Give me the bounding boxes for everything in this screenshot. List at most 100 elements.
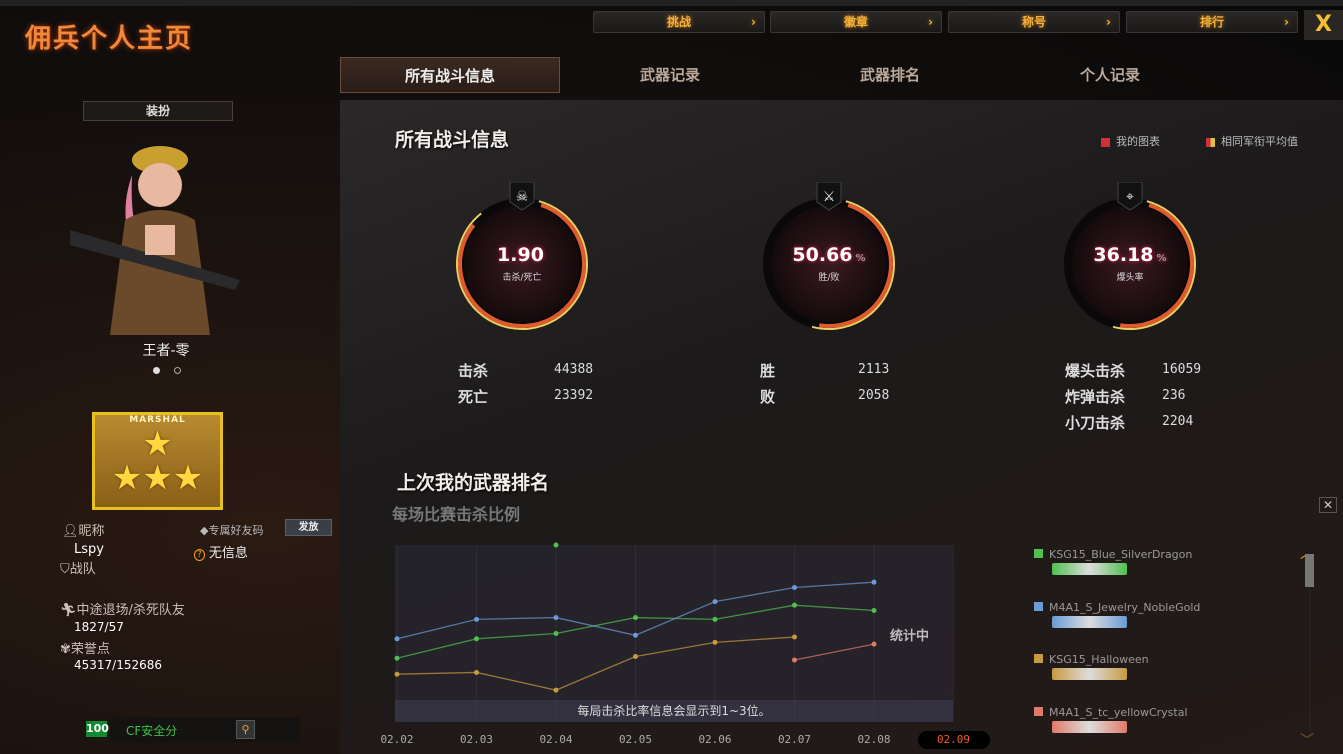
data-point <box>792 657 797 663</box>
tab-weapon-ranking[interactable]: 武器排名 <box>859 66 920 84</box>
legend-swatch <box>1034 706 1043 716</box>
legend-swatch <box>1206 137 1215 147</box>
badge-button[interactable]: 徽章 › <box>770 11 942 33</box>
close-button[interactable]: X <box>1304 10 1343 40</box>
gauge-unit: % <box>1156 253 1167 264</box>
svg-text:⌖: ⌖ <box>1126 189 1134 205</box>
chevron-right-icon: › <box>928 15 933 29</box>
data-point <box>474 669 479 675</box>
x-tick-label[interactable]: 02.06 <box>698 733 732 746</box>
weapon-legend-item[interactable]: KSG15_Halloween <box>1034 648 1284 693</box>
gauge-value: 1.90 <box>497 244 544 266</box>
gauge-value-arc <box>458 200 586 328</box>
friend-code-label: ◆专属好友码 <box>200 524 264 537</box>
search-button[interactable]: ⚲ <box>236 720 255 739</box>
shield-icon: ⛉ <box>60 562 70 577</box>
x-tick-label[interactable]: 02.07 <box>777 733 812 746</box>
character-name: 王者-零 <box>142 343 190 359</box>
weapon-legend-item[interactable]: M4A1_S_Jewelry_NobleGold <box>1034 596 1284 641</box>
outfit-button[interactable]: 装扮 <box>83 101 233 121</box>
data-point <box>394 671 400 677</box>
scrollbar-thumb[interactable] <box>1305 554 1314 587</box>
clan-label: ⛉战队 <box>60 562 96 577</box>
data-point <box>871 641 877 647</box>
data-point <box>792 584 797 590</box>
data-point <box>394 655 400 661</box>
gauge-value: 50.66 <box>792 244 853 266</box>
honor-label: ✾荣誉点 <box>60 642 110 657</box>
weapon-legend-item[interactable]: M4A1_S_tc_yellowCrystal <box>1034 701 1284 746</box>
svg-text:☠: ☠ <box>516 189 529 205</box>
character-portrait <box>70 130 250 335</box>
gauge-label: 爆头率 <box>1116 273 1144 283</box>
nickname-label: 👤︎昵称 <box>62 524 105 539</box>
legend-my-chart: 我的图表 <box>1101 133 1160 149</box>
chevron-right-icon: › <box>1106 15 1111 29</box>
badge-label: 徽章 <box>843 15 868 29</box>
weapon-name: M4A1_S_tc_yellowCrystal <box>1049 705 1188 719</box>
weapon-name: KSG15_Halloween <box>1049 653 1149 666</box>
knife-kills-label: 小刀击杀 <box>1065 414 1126 432</box>
chevron-right-icon: › <box>751 15 756 29</box>
losses-label: 败 <box>760 388 776 406</box>
gauge-unit: % <box>855 253 866 264</box>
series-line-2 <box>396 636 795 691</box>
weapon-legend-item[interactable]: KSG15_Blue_SilverDragon <box>1034 543 1284 588</box>
weapon-image <box>1052 563 1127 575</box>
scrollbar-track[interactable] <box>1309 587 1311 737</box>
data-point <box>871 607 877 613</box>
x-tick-label[interactable]: 02.04 <box>539 733 573 746</box>
x-tick-label[interactable]: 02.02 <box>380 733 414 746</box>
carousel-dot-active[interactable] <box>153 367 160 374</box>
rank-badge: MARSHAL ★ ★★★ <box>92 412 223 510</box>
gauge-average-arc <box>456 198 588 330</box>
tab-all-battle-info[interactable]: 所有战斗信息 <box>340 57 560 93</box>
kill-ratio-chart <box>394 542 954 722</box>
challenge-button[interactable]: 挑战 › <box>593 11 765 33</box>
tab-personal-records[interactable]: 个人记录 <box>1079 66 1140 84</box>
honor-value: 45317/152686 <box>74 658 163 672</box>
legend-swatch <box>1101 137 1110 147</box>
carousel-dot[interactable] <box>174 367 181 374</box>
x-tick-label[interactable]: 02.08 <box>857 733 891 746</box>
rank-stars-icon: ★ ★★★ <box>111 424 204 498</box>
plot-area <box>395 545 953 722</box>
x-tick-label[interactable]: 02.05 <box>618 733 653 746</box>
x-tick-label[interactable]: 02.03 <box>459 733 494 746</box>
kills-value: 44388 <box>554 362 594 377</box>
chart-note: 每局击杀比率信息会显示到1~3位。 <box>395 700 953 722</box>
svg-text:⚔: ⚔ <box>823 189 836 205</box>
legend-swatch <box>1034 654 1043 663</box>
gauge-value: 36.18 <box>1093 244 1154 266</box>
kills-label: 击杀 <box>458 362 489 380</box>
headshot-kills-label: 爆头击杀 <box>1065 362 1126 380</box>
data-point <box>871 579 877 585</box>
x-tick-label[interactable]: 02.09 <box>917 731 990 749</box>
gauge-label: 胜/败 <box>818 273 840 283</box>
scroll-down-button[interactable]: ﹀ <box>1300 733 1314 749</box>
gauge-2: ⌖ 36.18% 爆头率 <box>1058 182 1202 342</box>
data-point <box>474 636 479 642</box>
title-button[interactable]: 称号 › <box>948 11 1120 33</box>
tab-weapon-records[interactable]: 武器记录 <box>639 66 700 84</box>
chart-status: 统计中 <box>890 629 930 644</box>
weapon-image <box>1052 668 1127 680</box>
close-icon: ✕ <box>1322 498 1334 512</box>
window-title: 佣兵个人主页 <box>25 24 194 54</box>
rank-name: MARSHAL <box>129 415 186 425</box>
title-label: 称号 <box>1021 15 1046 29</box>
legend-rank-average: 相同军衔平均值 <box>1206 133 1298 149</box>
close-chart-button[interactable]: ✕ <box>1319 497 1337 513</box>
magnifier-icon: ⚲ <box>241 723 250 736</box>
gauge-average-arc <box>1064 198 1196 330</box>
gauge-1: ⚔ 50.66% 胜/败 <box>757 182 901 342</box>
security-label: CF安全分 <box>126 724 178 738</box>
issue-friend-code-button[interactable]: 发放 <box>285 519 332 536</box>
chart-subtitle: 每场比赛击杀比例 <box>392 505 521 524</box>
knife-kills-value: 2204 <box>1162 414 1194 429</box>
ranking-button[interactable]: 排行 › <box>1126 11 1298 33</box>
gauge-value-arc <box>765 200 893 328</box>
data-point <box>792 602 797 608</box>
data-point <box>553 615 559 621</box>
user-icon: 👤︎ <box>62 524 79 539</box>
